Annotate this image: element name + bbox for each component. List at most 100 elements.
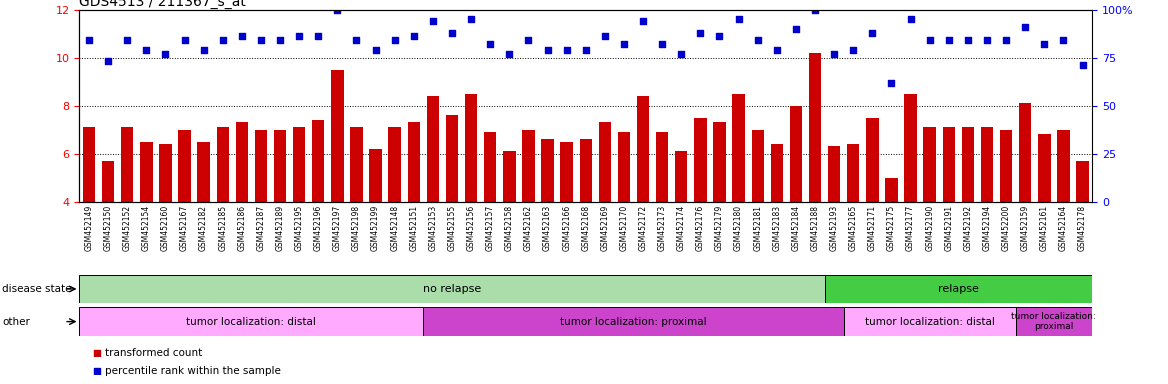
Text: GSM452183: GSM452183	[772, 205, 781, 251]
Bar	[904, 94, 917, 202]
Bar	[121, 127, 133, 202]
Text: GSM452167: GSM452167	[180, 205, 189, 251]
Bar	[981, 127, 993, 202]
Point	[232, 33, 251, 40]
Point	[367, 47, 385, 53]
Text: GSM452164: GSM452164	[1059, 205, 1068, 251]
Text: GSM452162: GSM452162	[524, 205, 533, 251]
Text: GSM452180: GSM452180	[735, 205, 743, 251]
Text: GSM452163: GSM452163	[543, 205, 552, 251]
Bar	[885, 178, 898, 202]
Text: GSM452168: GSM452168	[582, 205, 590, 251]
Text: other: other	[2, 316, 30, 327]
Text: GSM452176: GSM452176	[696, 205, 705, 251]
Bar	[675, 151, 688, 202]
Bar	[216, 127, 229, 202]
Bar	[808, 53, 821, 202]
Text: GSM452182: GSM452182	[199, 205, 208, 251]
Bar	[867, 118, 878, 202]
Point	[271, 37, 290, 43]
Text: GSM452156: GSM452156	[466, 205, 475, 251]
Point	[251, 37, 270, 43]
Bar	[924, 127, 936, 202]
Text: GSM452166: GSM452166	[562, 205, 571, 251]
Point	[806, 7, 825, 13]
Text: GSM452184: GSM452184	[792, 205, 800, 251]
Bar	[790, 106, 802, 202]
Bar	[102, 161, 114, 202]
Point	[194, 47, 213, 53]
Point	[88, 367, 106, 374]
Point	[577, 47, 596, 53]
Bar	[637, 96, 649, 202]
Bar	[599, 122, 611, 202]
Bar	[79, 275, 825, 303]
Point	[863, 30, 882, 36]
Text: GSM452200: GSM452200	[1002, 205, 1010, 251]
Bar	[332, 70, 343, 202]
Bar	[825, 275, 1092, 303]
Point	[404, 33, 423, 40]
Bar	[369, 149, 382, 202]
Text: GSM452173: GSM452173	[658, 205, 667, 251]
Point	[347, 37, 366, 43]
Bar	[1057, 130, 1070, 202]
Bar	[561, 142, 572, 202]
Bar	[732, 94, 745, 202]
Bar	[273, 130, 286, 202]
Bar	[503, 151, 515, 202]
Point	[978, 37, 996, 43]
Text: GSM452195: GSM452195	[294, 205, 304, 251]
Text: GSM452169: GSM452169	[600, 205, 610, 251]
Point	[902, 16, 920, 22]
Text: GSM452171: GSM452171	[868, 205, 877, 251]
Bar	[847, 144, 860, 202]
Point	[118, 37, 137, 43]
Text: GDS4513 / 211367_s_at: GDS4513 / 211367_s_at	[79, 0, 246, 8]
Text: GSM452158: GSM452158	[505, 205, 514, 251]
Point	[88, 349, 106, 356]
Text: disease state: disease state	[2, 284, 72, 294]
Point	[328, 7, 347, 13]
Bar	[465, 94, 478, 202]
Point	[214, 37, 232, 43]
Text: GSM452181: GSM452181	[753, 205, 763, 251]
Point	[1073, 62, 1092, 68]
Text: GSM452159: GSM452159	[1021, 205, 1030, 251]
Point	[175, 37, 194, 43]
Bar	[79, 307, 423, 336]
Point	[290, 33, 308, 40]
Text: GSM452150: GSM452150	[104, 205, 112, 251]
Text: relapse: relapse	[938, 284, 979, 294]
Point	[786, 26, 805, 32]
Bar	[843, 307, 1016, 336]
Bar	[694, 118, 707, 202]
Text: GSM452165: GSM452165	[849, 205, 857, 251]
Text: GSM452172: GSM452172	[639, 205, 647, 251]
Point	[1035, 41, 1054, 47]
Bar	[197, 142, 210, 202]
Bar	[541, 139, 554, 202]
Point	[308, 33, 327, 40]
Point	[691, 30, 710, 36]
Text: GSM452188: GSM452188	[811, 205, 820, 251]
Point	[882, 79, 901, 86]
Text: GSM452155: GSM452155	[447, 205, 457, 251]
Bar	[1077, 161, 1089, 202]
Point	[385, 37, 404, 43]
Text: GSM452152: GSM452152	[123, 205, 132, 251]
Bar	[1018, 103, 1031, 202]
Bar	[1016, 307, 1092, 336]
Bar	[179, 130, 190, 202]
Text: GSM452189: GSM452189	[276, 205, 285, 251]
Bar	[159, 144, 172, 202]
Text: tumor localization: distal: tumor localization: distal	[187, 316, 317, 327]
Bar	[828, 146, 840, 202]
Text: GSM452149: GSM452149	[84, 205, 93, 251]
Bar	[293, 127, 305, 202]
Text: GSM452197: GSM452197	[333, 205, 342, 251]
Text: no relapse: no relapse	[423, 284, 481, 294]
Text: GSM452192: GSM452192	[964, 205, 973, 251]
Point	[767, 47, 786, 53]
Point	[461, 16, 480, 22]
